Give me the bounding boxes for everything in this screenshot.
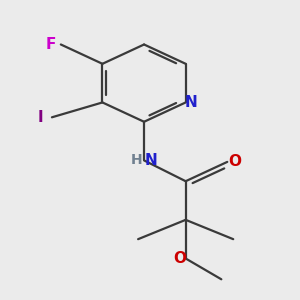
Text: F: F [45,37,56,52]
Text: O: O [228,154,241,169]
Text: H: H [131,153,142,167]
Text: O: O [173,251,186,266]
Text: N: N [184,95,197,110]
Text: N: N [144,153,157,168]
Text: I: I [38,110,43,125]
